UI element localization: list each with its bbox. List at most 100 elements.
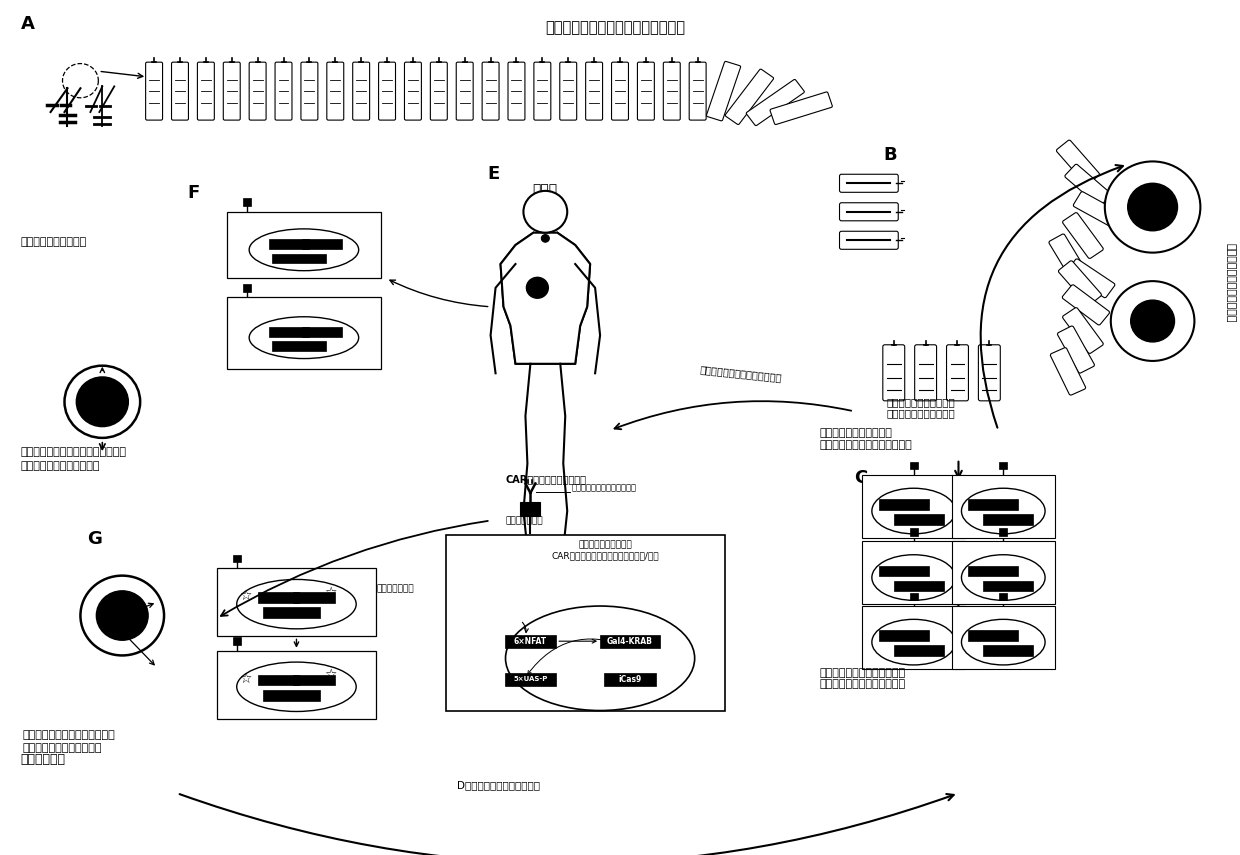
Bar: [983, 646, 1033, 656]
Text: Gal4-KRAB: Gal4-KRAB: [608, 637, 653, 646]
FancyBboxPatch shape: [915, 345, 936, 401]
Bar: [968, 630, 1018, 640]
Text: 嵌合抗原受体细胞文库构建：
能结合库容范围内的所有抗原: 嵌合抗原受体细胞文库构建： 能结合库容范围内的所有抗原: [820, 668, 905, 689]
Text: 未能识别靶抗原的嵌合抗原受体细胞
依据预编程的基因回路清除: 未能识别靶抗原的嵌合抗原受体细胞 依据预编程的基因回路清除: [21, 447, 126, 470]
Bar: [600, 634, 660, 648]
FancyBboxPatch shape: [839, 203, 898, 221]
Bar: [227, 298, 381, 369]
Bar: [894, 646, 944, 656]
Circle shape: [1131, 300, 1174, 342]
FancyBboxPatch shape: [1050, 348, 1086, 395]
FancyBboxPatch shape: [456, 62, 474, 120]
Bar: [521, 503, 541, 516]
FancyBboxPatch shape: [534, 62, 551, 120]
Bar: [894, 581, 944, 592]
Circle shape: [81, 575, 164, 656]
Ellipse shape: [237, 580, 356, 628]
FancyBboxPatch shape: [637, 62, 655, 120]
Bar: [227, 212, 381, 278]
Bar: [968, 566, 1018, 576]
Circle shape: [1127, 183, 1178, 231]
Text: C: C: [854, 469, 867, 486]
FancyBboxPatch shape: [1065, 164, 1111, 206]
FancyBboxPatch shape: [171, 62, 188, 120]
Text: 胞内激活结构域: 胞内激活结构域: [506, 516, 543, 525]
Bar: [243, 284, 250, 292]
Text: 扣出背景后的抗体库亚库
用于构建嵌合抗原受体细胞文库: 扣出背景后的抗体库亚库 用于构建嵌合抗原受体细胞文库: [820, 428, 911, 450]
Ellipse shape: [249, 229, 358, 271]
Circle shape: [64, 366, 140, 438]
Bar: [294, 593, 335, 603]
Ellipse shape: [872, 555, 956, 600]
Bar: [272, 341, 326, 351]
Bar: [301, 327, 342, 337]
Text: 对照抗原（优选正常组织）: 对照抗原（优选正常组织）: [1225, 244, 1235, 323]
Bar: [968, 499, 1018, 510]
FancyBboxPatch shape: [301, 62, 317, 120]
FancyBboxPatch shape: [946, 345, 968, 401]
FancyBboxPatch shape: [1059, 261, 1101, 305]
Text: ☆: ☆: [325, 586, 337, 599]
FancyBboxPatch shape: [1066, 259, 1115, 298]
Ellipse shape: [961, 619, 1045, 665]
Bar: [217, 568, 376, 636]
Bar: [269, 327, 309, 337]
FancyBboxPatch shape: [327, 62, 343, 120]
FancyBboxPatch shape: [978, 345, 1001, 401]
Bar: [263, 607, 320, 618]
Bar: [910, 462, 918, 469]
Bar: [879, 630, 929, 640]
Bar: [263, 690, 320, 700]
Bar: [301, 239, 342, 249]
FancyBboxPatch shape: [1056, 140, 1100, 185]
Text: B: B: [884, 145, 898, 163]
Bar: [951, 541, 1055, 604]
Text: ☆: ☆: [239, 672, 252, 687]
Bar: [951, 475, 1055, 538]
Bar: [505, 634, 557, 648]
Circle shape: [97, 591, 148, 640]
Circle shape: [77, 377, 128, 427]
Bar: [879, 499, 929, 510]
Text: E: E: [487, 164, 500, 182]
Bar: [999, 462, 1007, 469]
FancyBboxPatch shape: [352, 62, 370, 120]
FancyBboxPatch shape: [275, 62, 291, 120]
FancyBboxPatch shape: [707, 62, 740, 121]
Text: 胞内激活结构域: 胞内激活结构域: [376, 585, 414, 593]
FancyBboxPatch shape: [1049, 234, 1087, 280]
Ellipse shape: [961, 555, 1045, 600]
Bar: [258, 593, 299, 603]
FancyBboxPatch shape: [482, 62, 498, 120]
Ellipse shape: [872, 619, 956, 665]
Ellipse shape: [872, 488, 956, 534]
Bar: [910, 528, 918, 536]
Text: 扣出背景后，细胞用于文库构建: 扣出背景后，细胞用于文库构建: [699, 364, 782, 383]
Ellipse shape: [249, 316, 358, 358]
Text: CAR受体（嵌合抗原受体）: CAR受体（嵌合抗原受体）: [506, 475, 587, 485]
FancyBboxPatch shape: [249, 62, 267, 120]
Text: 给予自杀基因诱导剂：: 给予自杀基因诱导剂：: [21, 237, 87, 247]
Text: 多轮淘选扣出背景（能与
对照抗原结合的噬菌体）: 多轮淘选扣出背景（能与 对照抗原结合的噬菌体）: [887, 397, 956, 419]
Bar: [983, 581, 1033, 592]
Text: ☆: ☆: [325, 669, 337, 682]
FancyBboxPatch shape: [585, 62, 603, 120]
Bar: [604, 673, 656, 686]
Text: 现有技术抗体库（如噬菌体抗体库）: 现有技术抗体库（如噬菌体抗体库）: [546, 20, 684, 35]
Bar: [951, 606, 1055, 669]
Text: 完成体内筛选: 完成体内筛选: [21, 752, 66, 766]
FancyBboxPatch shape: [839, 231, 898, 250]
Bar: [910, 593, 918, 600]
FancyBboxPatch shape: [404, 62, 422, 120]
FancyBboxPatch shape: [883, 345, 905, 401]
FancyBboxPatch shape: [611, 62, 629, 120]
FancyBboxPatch shape: [145, 62, 162, 120]
FancyBboxPatch shape: [689, 62, 706, 120]
Bar: [258, 675, 299, 686]
Bar: [294, 675, 335, 686]
Text: F: F: [187, 184, 200, 202]
Circle shape: [527, 277, 548, 298]
Bar: [269, 239, 309, 249]
Ellipse shape: [961, 488, 1045, 534]
Bar: [894, 515, 944, 525]
